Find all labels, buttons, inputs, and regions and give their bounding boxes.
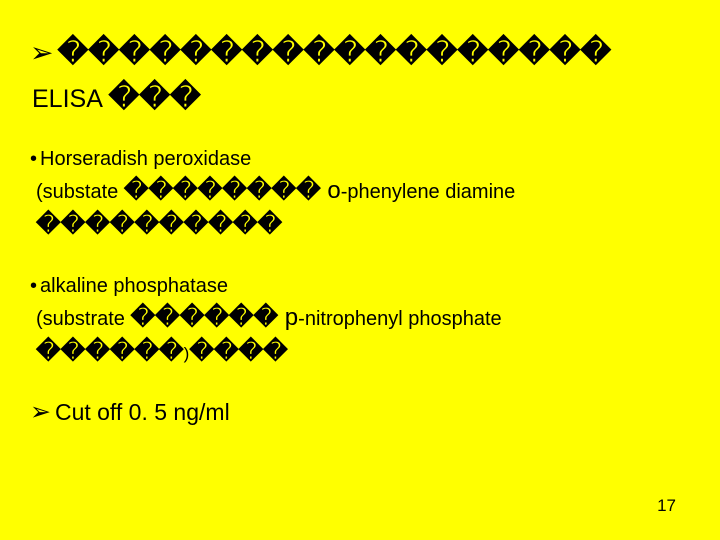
item-1-group: •Horseradish peroxidase (substate ������… — [30, 144, 690, 241]
item-2-group: •alkaline phosphatase (substrate ������ … — [30, 271, 690, 368]
title-elisa-label: ELISA — [32, 85, 108, 113]
cutoff-line: ➢ Cut off 0. 5 ng/ml — [30, 394, 690, 432]
dot-icon: • — [30, 275, 37, 297]
dot-icon: • — [30, 148, 37, 170]
item-2-suffix: )���� — [184, 342, 288, 364]
slide-background: ➢ ������������������ ELISA ��� •Horserad… — [0, 0, 720, 540]
title-boxes-1: ������������������ — [57, 30, 611, 75]
item-1-mid-big: o — [321, 177, 341, 204]
item-2-boxes-1: ������ — [130, 304, 278, 331]
item-1-sub: (substate �������� o-phenylene diamine �… — [36, 174, 690, 241]
item-2-heading-text: alkaline phosphatase — [40, 275, 228, 297]
item-1-heading: •Horseradish peroxidase — [30, 144, 690, 174]
item-2-heading: •alkaline phosphatase — [30, 271, 690, 301]
arrow-icon: ➢ — [30, 32, 53, 74]
item-2-mid-rest: -nitrophenyl phosphate — [298, 308, 501, 330]
item-1-boxes-1: �������� — [124, 177, 321, 204]
item-2-sub-prefix: (substrate — [36, 308, 130, 330]
item-1-mid-rest: -phenylene diamine — [341, 181, 516, 203]
cutoff-text: Cut off 0. 5 ng/ml — [55, 395, 230, 430]
item-1-boxes-2: ���������� — [36, 211, 282, 238]
page-number: 17 — [657, 496, 676, 516]
title-line-1: ➢ ������������������ — [30, 30, 690, 75]
item-2-mid-big: p — [278, 304, 298, 331]
title-line-2: ELISA ��� — [32, 75, 690, 120]
title-boxes-2: ��� — [108, 81, 200, 114]
item-2-boxes-2: ������ — [36, 338, 184, 365]
item-1-sub-prefix: (substate — [36, 181, 124, 203]
item-1-heading-text: Horseradish peroxidase — [40, 148, 251, 170]
item-2-sub: (substrate ������ p-nitrophenyl phosphat… — [36, 301, 690, 368]
arrow-icon: ➢ — [30, 394, 51, 432]
